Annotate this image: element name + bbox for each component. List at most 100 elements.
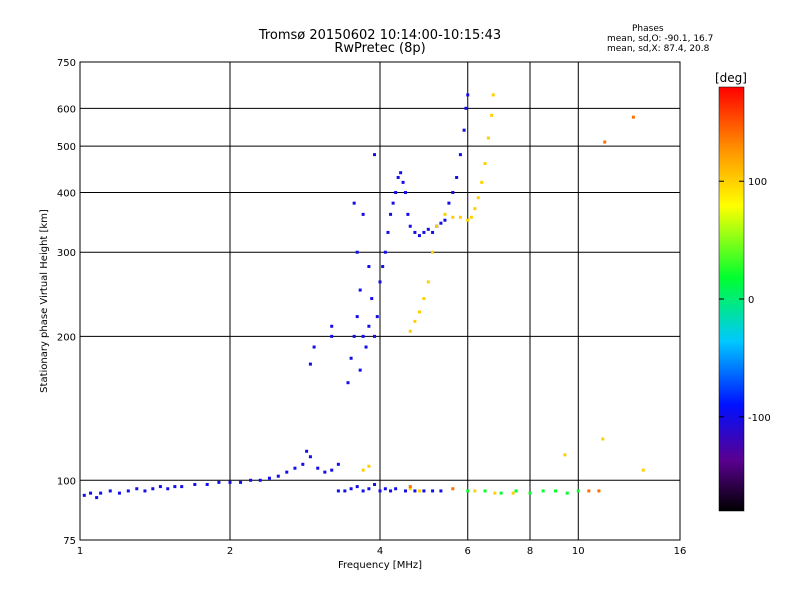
- data-point: [349, 356, 353, 360]
- data-point: [205, 482, 209, 486]
- tick-labels: 1 2 4 6 8 10 16 75 100 200 300 400 500 600 750: [57, 58, 686, 557]
- data-point: [466, 489, 470, 493]
- data-point: [361, 334, 365, 338]
- data-point: [305, 449, 309, 453]
- data-point: [576, 489, 580, 493]
- data-point: [228, 480, 232, 484]
- data-point: [473, 489, 477, 493]
- data-point: [553, 489, 557, 493]
- data-point: [158, 485, 162, 489]
- data-point: [462, 128, 466, 132]
- data-point: [249, 478, 253, 482]
- data-point: [349, 487, 353, 491]
- data-point: [408, 485, 412, 489]
- plot-frame: [79, 61, 681, 541]
- data-point: [180, 485, 184, 489]
- data-point: [514, 489, 518, 493]
- phase-stats-x: mean, sd,X: 87.4, 20.8: [607, 44, 710, 54]
- x-axis-label: Frequency [MHz]: [338, 560, 422, 571]
- data-point: [587, 489, 591, 493]
- data-point: [458, 215, 462, 219]
- data-point: [455, 175, 459, 179]
- data-point: [373, 334, 377, 338]
- y-tick-label: 400: [57, 188, 76, 199]
- data-point: [408, 224, 412, 228]
- colorbar-tick-label: 0: [748, 295, 754, 306]
- data-point: [373, 153, 377, 157]
- data-point: [439, 489, 443, 493]
- data-point: [381, 265, 385, 269]
- x-tick-label: 6: [465, 546, 471, 557]
- data-point: [413, 319, 417, 323]
- data-point: [417, 234, 421, 238]
- data-point: [293, 466, 297, 470]
- data-point: [308, 362, 312, 366]
- grid-lines: [80, 62, 680, 540]
- data-point: [358, 368, 362, 372]
- data-point: [378, 489, 382, 493]
- data-point: [451, 215, 455, 219]
- data-point: [451, 190, 455, 194]
- data-point: [403, 190, 407, 194]
- data-point: [426, 227, 430, 231]
- data-point: [469, 215, 473, 219]
- data-point: [431, 489, 435, 493]
- data-point: [565, 491, 569, 495]
- data-point: [323, 470, 327, 474]
- data-point: [439, 221, 443, 225]
- data-point: [417, 310, 421, 314]
- data-point: [95, 496, 99, 500]
- data-point: [417, 489, 421, 493]
- x-tick-label: 16: [674, 546, 687, 557]
- data-point: [383, 250, 387, 254]
- y-tick-label: 300: [57, 248, 76, 259]
- data-point: [367, 265, 371, 269]
- x-tick-label: 2: [227, 546, 233, 557]
- data-point: [480, 180, 484, 184]
- data-point: [383, 487, 387, 491]
- data-point: [458, 153, 462, 157]
- phase-stats-o: mean, sd,O: -90.1, 16.7: [607, 34, 714, 44]
- data-point: [378, 280, 382, 284]
- data-point: [143, 489, 147, 493]
- data-point: [389, 212, 393, 216]
- data-point: [352, 201, 356, 205]
- data-point: [499, 491, 503, 495]
- data-point: [541, 489, 545, 493]
- data-point: [375, 315, 379, 319]
- data-point: [358, 288, 362, 292]
- data-point: [451, 487, 455, 491]
- data-point: [355, 250, 359, 254]
- data-point: [389, 489, 393, 493]
- data-point: [597, 489, 601, 493]
- y-tick-label: 200: [57, 332, 76, 343]
- data-point: [276, 474, 280, 478]
- data-point: [117, 491, 121, 495]
- data-point: [486, 136, 490, 140]
- y-tick-label: 75: [63, 536, 76, 547]
- y-tick-label: 100: [57, 476, 76, 487]
- data-point: [361, 468, 365, 472]
- y-axis-label: Stationary phase Virtual Height [km]: [39, 209, 50, 393]
- data-point: [511, 491, 515, 495]
- data-point: [528, 491, 532, 495]
- data-point: [413, 489, 417, 493]
- data-point: [193, 482, 197, 486]
- data-point: [336, 462, 340, 466]
- data-point: [301, 462, 305, 466]
- data-point: [464, 106, 468, 110]
- data-point: [316, 466, 320, 470]
- data-point: [631, 115, 635, 119]
- data-point: [491, 93, 495, 97]
- data-point: [493, 491, 497, 495]
- data-point: [82, 493, 86, 497]
- x-tick-label: 10: [572, 546, 585, 557]
- data-point: [285, 470, 289, 474]
- colorbar-tick-label: 100: [748, 177, 767, 188]
- colorbar-label: [deg]: [715, 71, 747, 85]
- data-point: [386, 230, 390, 234]
- data-point: [308, 455, 312, 459]
- data-point: [426, 280, 430, 284]
- data-point: [126, 489, 130, 493]
- data-point: [403, 489, 407, 493]
